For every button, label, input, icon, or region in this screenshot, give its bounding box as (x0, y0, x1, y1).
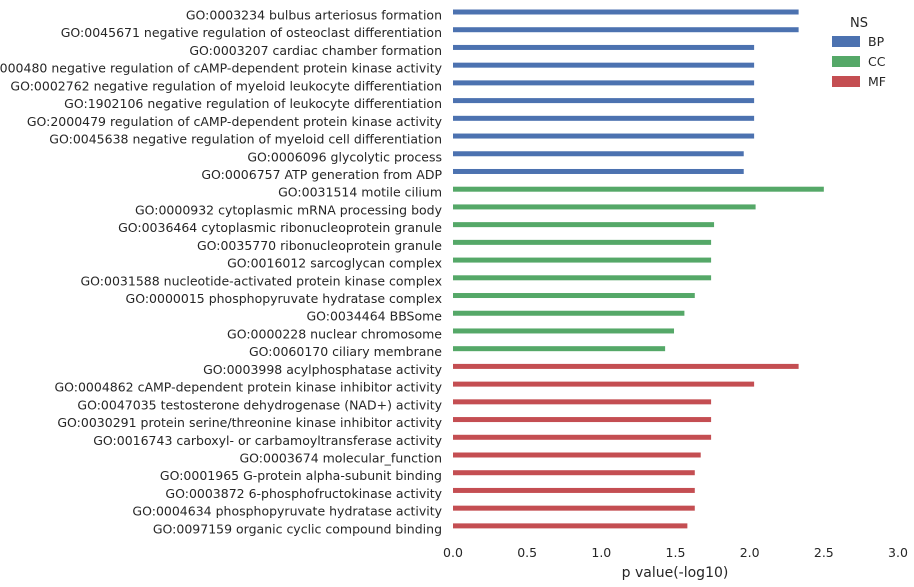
x-tick-label-3: 1.0 (591, 545, 611, 560)
category-label-14: GO:0035770 ribonucleoprotein granule (197, 238, 442, 253)
category-label-30: GO:0097159 organic cyclic compound bindi… (153, 521, 442, 536)
bar-23 (453, 399, 712, 405)
x-axis-label: p value(-log10) (622, 565, 729, 581)
category-label-25: GO:0016743 carboxyl- or carbamoyltransfe… (93, 433, 442, 448)
x-tick-label-1: 0.0 (443, 545, 463, 560)
category-label-19: GO:0000228 nuclear chromosome (227, 326, 442, 341)
category-label-16: GO:0031588 nucleotide-activated protein … (80, 273, 442, 288)
category-label-20: GO:0060170 ciliary membrane (249, 344, 442, 359)
bar-25 (453, 434, 712, 440)
bar-5 (453, 80, 755, 86)
x-tick-labels: 0.0 0.5 1.0 1.5 2.0 2.5 3.0 (443, 545, 908, 560)
bar-6 (453, 98, 755, 104)
bar-16 (453, 275, 712, 281)
bar-19 (453, 328, 675, 334)
category-label-28: GO:0003872 6-phosphofructokinase activit… (165, 486, 442, 501)
category-label-11: GO:0031514 motile cilium (278, 185, 442, 200)
bar-13 (453, 222, 715, 228)
bar-26 (453, 452, 701, 458)
bar-24 (453, 417, 712, 423)
category-label-21: GO:0003998 acylphosphatase activity (203, 362, 443, 377)
legend-swatch-mf (832, 76, 860, 87)
category-label-12: GO:0000932 cytoplasmic mRNA processing b… (135, 202, 443, 217)
bar-3 (453, 44, 755, 50)
category-label-7: GO:2000479 regulation of cAMP-dependent … (27, 114, 443, 129)
bar-28 (453, 487, 695, 493)
category-label-8: GO:0045638 negative regulation of myeloi… (49, 132, 442, 147)
bar-18 (453, 310, 685, 316)
category-label-23: GO:0047035 testosterone dehydrogenase (N… (77, 397, 442, 412)
bar-27 (453, 470, 695, 476)
bar-8 (453, 133, 755, 139)
bars-layer (453, 9, 824, 529)
bar-4 (453, 62, 755, 68)
bar-30 (453, 523, 688, 529)
category-label-4: GO:2000480 negative regulation of cAMP-d… (0, 61, 443, 76)
x-tick-label-5: 2.0 (740, 545, 760, 560)
bar-15 (453, 257, 712, 263)
legend-swatch-bp (832, 36, 860, 47)
x-tick-label-6: 2.5 (814, 545, 834, 560)
category-label-1: GO:0003234 bulbus arteriosus formation (186, 8, 442, 23)
x-tick-label-2: 0.5 (517, 545, 537, 560)
bar-14 (453, 239, 712, 245)
category-label-10: GO:0006757 ATP generation from ADP (201, 167, 442, 182)
category-label-2: GO:0045671 negative regulation of osteoc… (61, 25, 442, 40)
bar-9 (453, 151, 744, 157)
category-label-13: GO:0036464 cytoplasmic ribonucleoprotein… (118, 220, 442, 235)
category-label-9: GO:0006096 glycolytic process (247, 149, 442, 164)
legend: NS BP CC MF (832, 16, 886, 89)
category-label-27: GO:0001965 G-protein alpha-subunit bindi… (160, 468, 442, 483)
bar-10 (453, 168, 744, 174)
bar-11 (453, 186, 824, 192)
legend-title: NS (850, 16, 868, 31)
x-tick-label-7: 3.0 (888, 545, 908, 560)
category-label-15: GO:0016012 sarcoglycan complex (227, 256, 442, 271)
legend-label-bp: BP (868, 34, 885, 49)
bar-17 (453, 293, 695, 299)
bar-21 (453, 363, 799, 369)
bar-1 (453, 9, 799, 15)
category-label-3: GO:0003207 cardiac chamber formation (189, 43, 442, 58)
bar-7 (453, 115, 755, 121)
category-label-29: GO:0004634 phosphopyruvate hydratase act… (132, 504, 442, 519)
category-label-6: GO:1902106 negative regulation of leukoc… (64, 96, 442, 111)
category-label-22: GO:0004862 cAMP-dependent protein kinase… (54, 380, 442, 395)
category-labels: GO:0003234 bulbus arteriosus formation GO… (0, 8, 443, 537)
bar-20 (453, 346, 666, 352)
legend-swatch-cc (832, 56, 860, 67)
category-label-5: GO:0002762 negative regulation of myeloi… (10, 78, 442, 93)
category-label-17: GO:0000015 phosphopyruvate hydratase com… (126, 291, 442, 306)
legend-label-cc: CC (868, 54, 886, 69)
bar-2 (453, 27, 799, 33)
bar-12 (453, 204, 756, 210)
category-label-24: GO:0030291 protein serine/threonine kina… (57, 415, 442, 430)
legend-label-mf: MF (868, 74, 886, 89)
bar-22 (453, 381, 755, 387)
x-tick-label-4: 1.5 (666, 545, 686, 560)
bar-29 (453, 505, 695, 511)
category-label-18: GO:0034464 BBSome (306, 309, 442, 324)
category-label-26: GO:0003674 molecular_function (239, 451, 442, 466)
